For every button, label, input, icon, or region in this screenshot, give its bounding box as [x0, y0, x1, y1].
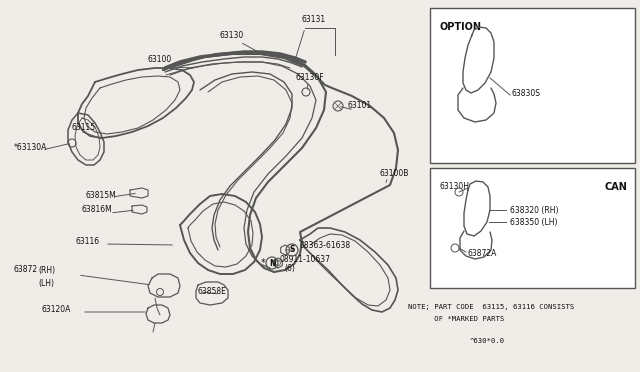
- Text: (RH): (RH): [38, 266, 55, 275]
- Text: 63858E: 63858E: [198, 288, 227, 296]
- Text: OF *MARKED PARTS: OF *MARKED PARTS: [408, 316, 504, 322]
- Text: 63100: 63100: [148, 55, 172, 64]
- Text: 08363-61638: 08363-61638: [300, 241, 351, 250]
- Text: 63116: 63116: [75, 237, 99, 247]
- Text: OPTION: OPTION: [440, 22, 482, 32]
- Text: 63101: 63101: [348, 102, 372, 110]
- Text: 63131: 63131: [302, 16, 326, 25]
- Text: 638350 (LH): 638350 (LH): [510, 218, 557, 227]
- Text: (6): (6): [284, 263, 295, 273]
- Text: 63130H: 63130H: [440, 182, 470, 191]
- Text: CAN: CAN: [604, 182, 627, 192]
- Text: 63115: 63115: [72, 124, 96, 132]
- Text: 63130F: 63130F: [295, 74, 324, 83]
- Bar: [430, 8, 635, 163]
- Text: 63100B: 63100B: [380, 170, 410, 179]
- Text: 63816M: 63816M: [82, 205, 113, 215]
- Text: *: *: [260, 258, 266, 268]
- Text: *63130A: *63130A: [14, 144, 47, 153]
- Text: 63872: 63872: [14, 266, 38, 275]
- Text: N: N: [269, 259, 275, 267]
- Text: 63130: 63130: [220, 32, 244, 41]
- Text: ^630*0.0: ^630*0.0: [470, 338, 505, 344]
- Text: 63830S: 63830S: [512, 90, 541, 99]
- Bar: [430, 168, 635, 288]
- Text: (LH): (LH): [38, 268, 54, 288]
- Text: 08911-10637: 08911-10637: [280, 256, 331, 264]
- Text: 63872A: 63872A: [468, 250, 497, 259]
- Text: S: S: [289, 246, 294, 254]
- Text: 63120A: 63120A: [42, 305, 72, 314]
- Text: NOTE; PART CODE  63115, 63116 CONSISTS: NOTE; PART CODE 63115, 63116 CONSISTS: [408, 304, 574, 310]
- Text: 638320 (RH): 638320 (RH): [510, 205, 559, 215]
- Text: 63815M: 63815M: [85, 190, 116, 199]
